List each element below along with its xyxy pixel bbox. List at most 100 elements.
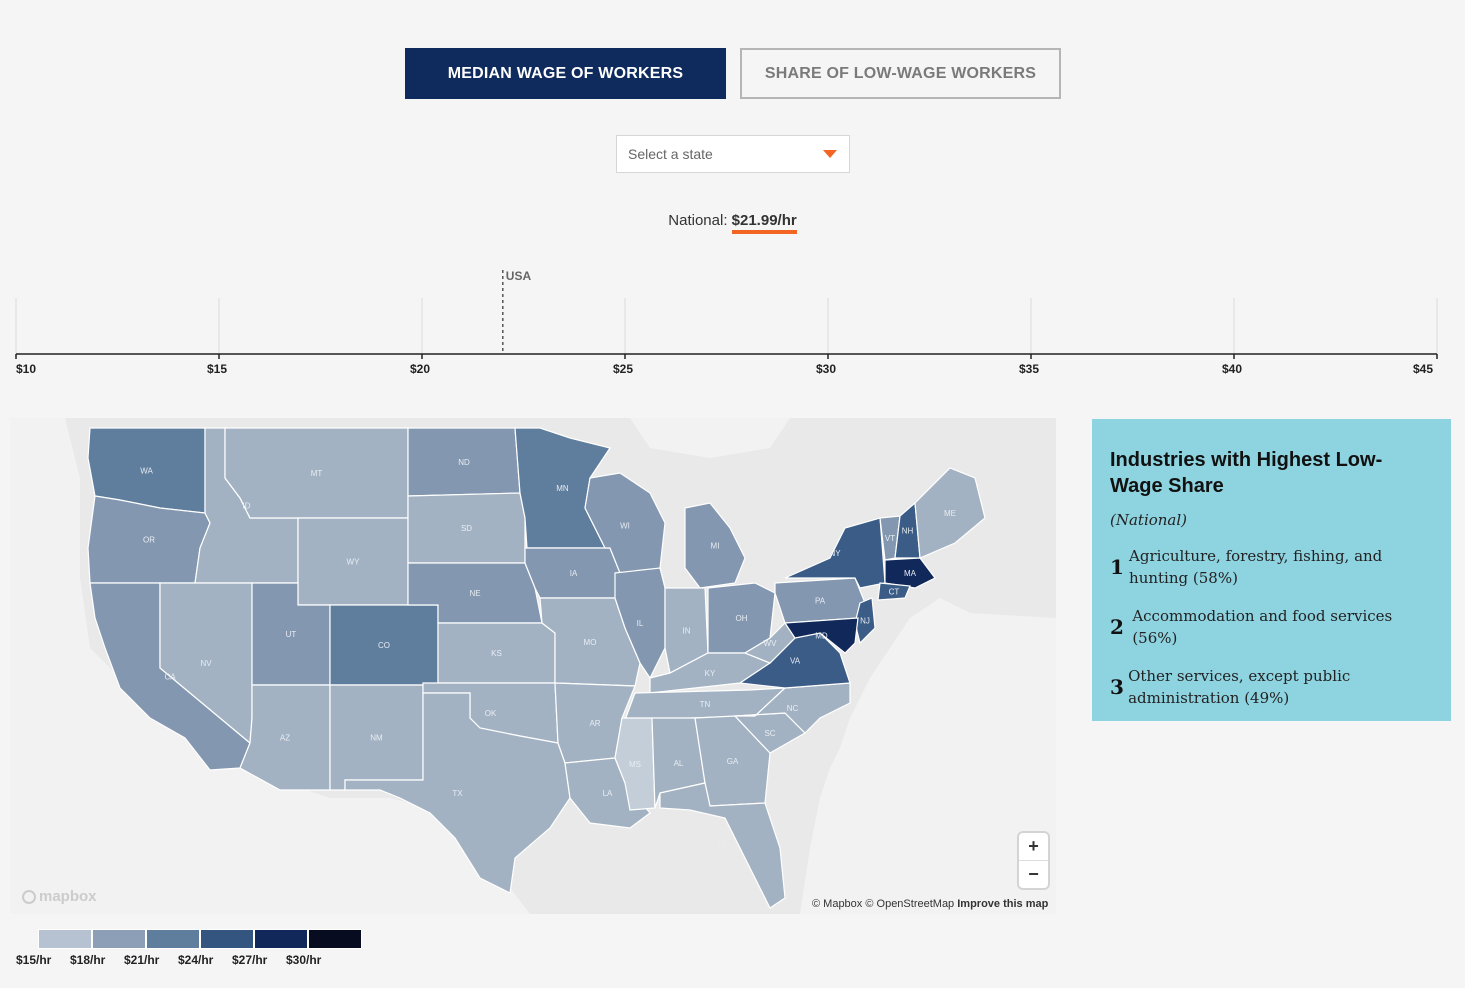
state-label: PA <box>815 597 826 606</box>
axis-tick-label: $45 <box>1413 362 1434 376</box>
legend-label: $15/hr <box>16 953 52 967</box>
industry-text: Accommodation and food services (56%) <box>1132 607 1393 647</box>
attribution-osm[interactable]: © OpenStreetMap <box>865 898 955 910</box>
industry-item: 2 Accommodation and food services (56%) <box>1110 605 1433 649</box>
axis-tick-label: $25 <box>613 362 634 376</box>
industry-rank: 2 <box>1110 615 1124 639</box>
state-label: MO <box>584 638 597 647</box>
state-label: NV <box>200 659 212 668</box>
legend-label: $24/hr <box>178 953 214 967</box>
industries-panel: Industries with Highest Low-Wage Share (… <box>1092 419 1451 721</box>
national-label: National: <box>668 212 728 229</box>
legend-swatch <box>38 929 92 949</box>
state-label: KY <box>705 669 716 678</box>
industry-rank: 3 <box>1110 675 1124 699</box>
state-label: TX <box>452 789 463 798</box>
state-select-placeholder: Select a state <box>628 146 713 162</box>
zoom-in-button[interactable]: + <box>1019 833 1048 861</box>
state-label: OR <box>143 536 155 545</box>
state-label: NH <box>902 527 914 536</box>
state-label: WA <box>140 467 153 476</box>
state-label: CO <box>378 641 390 650</box>
map-canvas[interactable]: WA OR CA ID NV MT WY UT AZ CO NM ND SD NE KS OK TX MN IA MO… <box>10 418 1056 914</box>
panel-subtitle: (National) <box>1110 511 1188 529</box>
tab-median-wage[interactable]: MEDIAN WAGE OF WORKERS <box>405 48 726 99</box>
industry-rank: 1 <box>1110 555 1124 579</box>
attribution-mapbox[interactable]: © Mapbox <box>812 898 863 910</box>
state-ma[interactable] <box>884 557 936 589</box>
mapbox-logo-icon <box>22 889 36 904</box>
color-legend <box>38 929 362 949</box>
state-label: IL <box>637 619 644 628</box>
state-label: ME <box>944 509 956 518</box>
panel-title: Industries with Highest Low-Wage Share <box>1110 449 1383 497</box>
state-select[interactable]: Select a state <box>616 135 850 173</box>
state-label: SD <box>461 524 472 533</box>
state-label: KS <box>491 649 502 658</box>
state-label: LA <box>603 789 613 798</box>
mapbox-logo[interactable]: mapbox <box>22 888 97 905</box>
state-label: NM <box>370 734 383 743</box>
state-label: NJ <box>860 617 870 626</box>
national-summary: National: $21.99/hr <box>0 212 1465 234</box>
state-label: VA <box>790 657 801 666</box>
state-label: IA <box>570 569 578 578</box>
improve-map-link[interactable]: Improve this map <box>957 898 1049 910</box>
industry-item: 3 Other services, except public administr… <box>1110 665 1433 709</box>
legend-swatch <box>200 929 254 949</box>
state-label: CA <box>164 673 176 682</box>
state-label: NC <box>787 704 799 713</box>
map-attribution: © Mapbox © OpenStreetMap Improve this ma… <box>812 898 1048 910</box>
chevron-down-icon <box>823 150 837 158</box>
legend-swatch <box>254 929 308 949</box>
axis-tick-label: $10 <box>16 362 37 376</box>
axis-tick-label: $30 <box>816 362 837 376</box>
legend-label: $30/hr <box>286 953 322 967</box>
legend-swatch <box>308 929 362 949</box>
state-label: MD <box>815 632 828 641</box>
state-ny[interactable] <box>784 517 886 589</box>
mapbox-logo-text: mapbox <box>39 888 97 905</box>
state-label: TN <box>700 700 711 709</box>
state-label: SC <box>764 729 775 738</box>
state-ct[interactable] <box>877 582 911 601</box>
state-label: WV <box>764 639 778 648</box>
legend-swatch <box>146 929 200 949</box>
state-label: FL <box>718 842 728 851</box>
map[interactable]: WA OR CA ID NV MT WY UT AZ CO NM ND SD NE KS OK TX MN IA MO… <box>10 418 1056 914</box>
state-label: NY <box>829 549 841 558</box>
axis-tick-label: $15 <box>207 362 228 376</box>
zoom-out-button[interactable]: − <box>1028 864 1039 884</box>
state-label: MS <box>629 760 641 769</box>
state-label: MA <box>904 569 917 578</box>
axis-tick-label: $20 <box>410 362 431 376</box>
state-label: ND <box>458 458 470 467</box>
state-label: MN <box>556 484 569 493</box>
wage-axis: USA <box>15 269 1438 359</box>
state-label: ID <box>243 502 251 511</box>
state-fl[interactable] <box>659 782 786 909</box>
usa-marker-label: USA <box>506 269 532 283</box>
state-label: MT <box>311 469 323 478</box>
state-label: AR <box>589 719 600 728</box>
legend-label: $18/hr <box>70 953 106 967</box>
tab-low-wage-share[interactable]: SHARE OF LOW-WAGE WORKERS <box>740 48 1061 99</box>
state-label: AL <box>674 759 684 768</box>
industry-text: Agriculture, forestry, fishing, and hunt… <box>1129 547 1383 587</box>
industry-text: Other services, except public administra… <box>1128 667 1351 707</box>
state-label: CT <box>889 588 900 597</box>
state-label: VT <box>885 534 895 543</box>
state-label: NE <box>469 589 480 598</box>
legend-swatch <box>92 929 146 949</box>
state-sd[interactable] <box>407 492 526 564</box>
state-label: OK <box>485 709 497 718</box>
zoom-control: + − <box>1019 833 1048 888</box>
axis-tick-label: $40 <box>1222 362 1243 376</box>
industry-item: 1 Agriculture, forestry, fishing, and hun… <box>1110 545 1433 589</box>
state-md[interactable] <box>783 617 859 654</box>
state-mi[interactable] <box>684 502 746 589</box>
legend-label: $27/hr <box>232 953 268 967</box>
state-label: WI <box>620 522 630 531</box>
state-label: MI <box>711 542 720 551</box>
state-tx[interactable] <box>344 692 571 894</box>
